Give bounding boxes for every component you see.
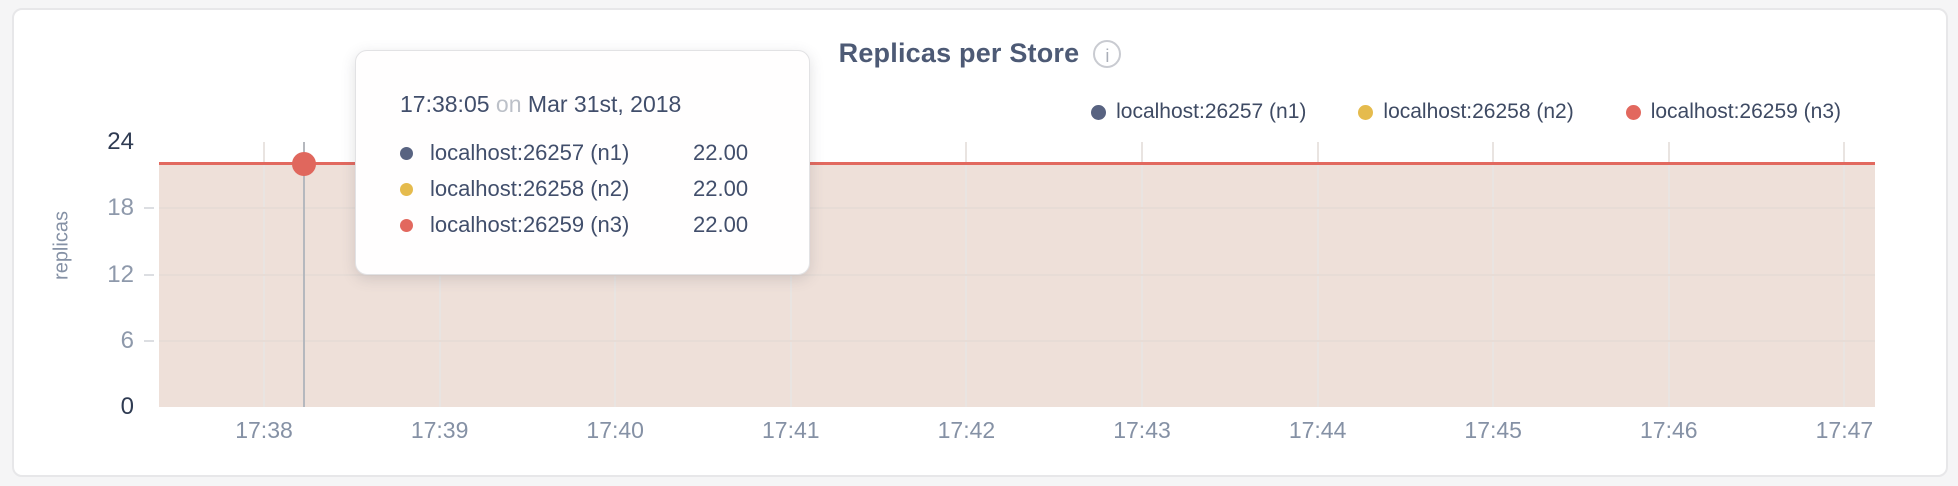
y-axis-tick-mark <box>144 339 154 342</box>
y-axis-tick-mark <box>144 207 154 210</box>
tooltip-connector: on <box>495 91 522 117</box>
x-axis-tick-label: 17:41 <box>762 417 820 443</box>
x-axis-tick-label: 17:38 <box>235 417 293 443</box>
tooltip-series-value: 22.00 <box>693 140 749 165</box>
series-line <box>159 162 1875 166</box>
legend-dot-icon <box>1091 104 1107 120</box>
x-axis-tick-label: 17:39 <box>410 417 469 443</box>
x-axis-tick-label: 17:47 <box>1815 417 1874 443</box>
tooltip-timestamp: 17:38:05 on Mar 31st, 2018 <box>400 89 781 119</box>
hover-tooltip: 17:38:05 on Mar 31st, 2018 localhost:262… <box>355 50 810 275</box>
tooltip-series-row: localhost:26259 (n3) 22.00 <box>400 207 781 243</box>
chart-title: Replicas per Store <box>838 38 1080 68</box>
legend: localhost:26257 (n1) localhost:26258 (n2)… <box>1091 100 1841 124</box>
x-axis-tick-label: 17:42 <box>937 417 996 443</box>
chart-header: Replicas per Store i <box>14 38 1946 69</box>
tooltip-series-value: 22.00 <box>693 176 749 201</box>
legend-item[interactable]: localhost:26258 (n2) <box>1358 100 1574 124</box>
legend-item[interactable]: localhost:26257 (n1) <box>1091 100 1306 124</box>
hover-crosshair-line <box>303 142 305 407</box>
x-axis-tick-label: 17:46 <box>1640 417 1698 443</box>
tooltip-series-dot-icon <box>400 146 413 160</box>
hover-point-dot <box>292 152 316 177</box>
tooltip-series-dot-icon <box>400 182 413 196</box>
y-axis-tick-label: 18 <box>107 194 134 222</box>
tooltip-rows: localhost:26257 (n1) 22.00 localhost:26258… <box>400 135 781 243</box>
tooltip-series-row: localhost:26258 (n2) 22.00 <box>400 171 781 207</box>
x-axis-tick-label: 17:45 <box>1464 417 1522 443</box>
info-icon[interactable]: i <box>1093 39 1122 68</box>
tooltip-time: 17:38:05 <box>400 91 490 117</box>
tooltip-series-label: localhost:26259 (n3) <box>430 212 630 237</box>
tooltip-series-dot-icon <box>400 218 413 232</box>
legend-item[interactable]: localhost:26259 (n3) <box>1625 100 1841 124</box>
chart-card: Replicas per Store i localhost:26257 (n1… <box>12 8 1948 477</box>
legend-label: localhost:26257 (n1) <box>1116 100 1307 123</box>
tooltip-date: Mar 31st, 2018 <box>527 91 682 117</box>
y-axis-tick-label: 0 <box>120 393 134 420</box>
tooltip-series-label: localhost:26258 (n2) <box>430 176 630 201</box>
tooltip-series-value: 22.00 <box>693 212 749 237</box>
horizontal-gridline <box>159 339 1875 342</box>
legend-dot-icon <box>1358 104 1374 120</box>
horizontal-gridline <box>159 207 1875 210</box>
y-axis-tick-label: 6 <box>120 326 134 354</box>
y-axis-tick-mark <box>144 273 154 276</box>
x-axis-tick-label: 17:40 <box>586 417 644 443</box>
legend-label: localhost:26258 (n2) <box>1383 100 1574 123</box>
legend-dot-icon <box>1625 104 1641 120</box>
y-axis-tick-label: 12 <box>107 260 134 288</box>
x-axis-tick-label: 17:44 <box>1288 417 1347 443</box>
legend-label: localhost:26259 (n3) <box>1650 100 1841 123</box>
tooltip-series-row: localhost:26257 (n1) 22.00 <box>400 135 781 171</box>
horizontal-gridline <box>159 273 1875 276</box>
y-axis-tick-label: 24 <box>107 128 134 155</box>
x-axis-tick-label: 17:43 <box>1113 417 1171 443</box>
tooltip-series-label: localhost:26257 (n1) <box>430 140 630 165</box>
